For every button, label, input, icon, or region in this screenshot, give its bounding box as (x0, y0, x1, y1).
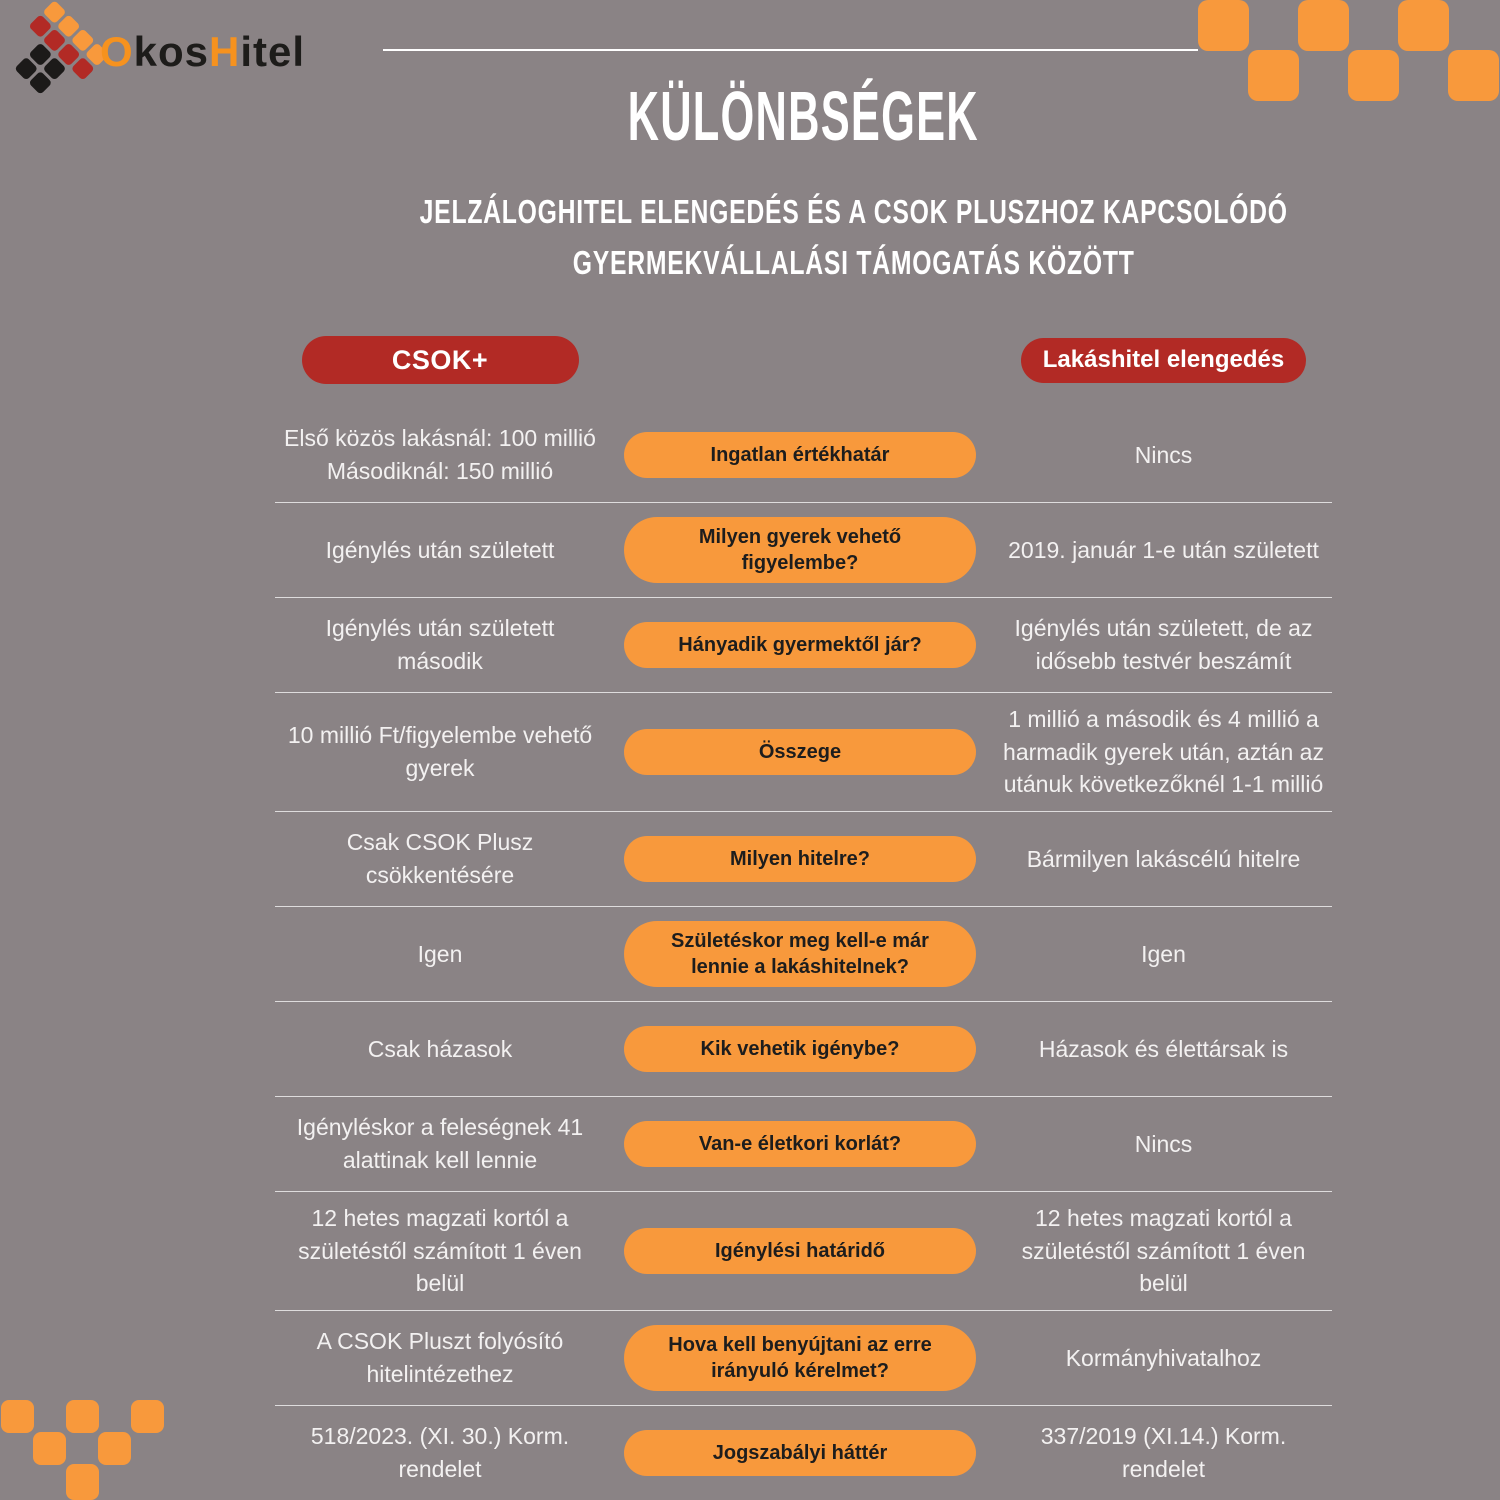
lakashitel-answer: Bármilyen lakáscélú hitelre (1026, 845, 1301, 872)
question-pill: Van-e életkori korlát? (624, 1120, 976, 1167)
csok-answer: Igénylés után született második (325, 615, 555, 674)
table-row: Első közös lakásnál: 100 millió Másodikn… (275, 408, 1332, 503)
lakashitel-answer: Igen (1141, 940, 1186, 967)
question-pill: Összege (624, 728, 976, 775)
csok-answer: Első közös lakásnál: 100 millió Másodikn… (284, 425, 596, 484)
table-row: Csak CSOK Plusz csökkentésére Milyen hit… (275, 812, 1332, 907)
subtitle-line-1: JELZÁLOGHITEL ELENGEDÉS ÉS A CSOK PLUSZH… (419, 193, 1288, 230)
lakashitel-answer: Házasok és élettársak is (1038, 1035, 1289, 1062)
csok-answer: Csak CSOK Plusz csökkentésére (346, 829, 534, 888)
csok-answer: Igénylés után született (325, 536, 555, 563)
table-row: Csak házasok Kik vehetik igénybe? Házaso… (275, 1002, 1332, 1097)
okoshitel-logo-mark-icon (0, 0, 109, 109)
question-pill: Jogszabályi háttér (624, 1429, 976, 1476)
csok-answer: Igényléskor a feleségnek 41 alattinak ke… (296, 1114, 584, 1173)
csok-header-pill: CSOK+ (301, 336, 579, 384)
page-subtitle: JELZÁLOGHITEL ELENGEDÉS ÉS A CSOK PLUSZH… (275, 186, 1332, 288)
subtitle-line-2: GYERMEKVÁLLALÁSI TÁMOGATÁS KÖZÖTT (572, 244, 1135, 282)
lakashitel-answer: Igénylés után született, de az idősebb t… (1014, 615, 1313, 674)
csok-answer: 10 millió Ft/figyelembe vehető gyerek (287, 722, 593, 781)
lakashitel-answer: Kormányhivatalhoz (1065, 1344, 1262, 1371)
column-headers: CSOK+ Lakáshitel elengedés (275, 336, 1332, 384)
table-row: 12 hetes magzati kortól a születéstől sz… (275, 1192, 1332, 1311)
table-row: 10 millió Ft/figyelembe vehető gyerek Ös… (275, 693, 1332, 812)
page-title: KÜLÖNBSÉGEK (627, 77, 980, 155)
lakashitel-answer: Nincs (1134, 441, 1193, 468)
csok-answer: 518/2023. (XI. 30.) Korm. rendelet (310, 1423, 570, 1482)
question-pill: Hova kell benyújtani az erre irányuló ké… (624, 1324, 976, 1391)
question-pill: Ingatlan értékhatár (624, 432, 976, 478)
csok-answer: 12 hetes magzati kortól a születéstől sz… (298, 1204, 582, 1297)
table-row: Igényléskor a feleségnek 41 alattinak ke… (275, 1097, 1332, 1192)
question-pill: Hányadik gyermektől jár? (624, 622, 976, 668)
table-row: Igénylés után született második Hányadik… (275, 598, 1332, 693)
question-pill: Kik vehetik igénybe? (624, 1025, 976, 1072)
csok-answer: Igen (417, 940, 463, 967)
lakashitel-answer: 1 millió a második és 4 millió a harmadi… (1003, 706, 1324, 798)
csok-answer: Csak házasok (367, 1035, 513, 1062)
csok-answer: A CSOK Pluszt folyósító hitelintézethez (316, 1328, 564, 1387)
table-row: Igénylés után született Milyen gyerek ve… (275, 503, 1332, 598)
lakashitel-answer: 2019. január 1-e után született (1008, 536, 1319, 563)
comparison-table: Első közös lakásnál: 100 millió Másodikn… (275, 408, 1332, 1500)
question-pill: Milyen hitelre? (624, 835, 976, 882)
table-row: A CSOK Pluszt folyósító hitelintézethez … (275, 1311, 1332, 1406)
table-row: 518/2023. (XI. 30.) Korm. rendelet Jogsz… (275, 1406, 1332, 1500)
lakashitel-answer: Nincs (1134, 1130, 1193, 1157)
lakashitel-header-pill: Lakáshitel elengedés (1021, 337, 1306, 383)
lakashitel-answer: 12 hetes magzati kortól a születéstől sz… (1021, 1204, 1306, 1297)
table-row: Igen Születéskor meg kell-e már lennie a… (275, 907, 1332, 1002)
question-pill: Igénylési határidő (624, 1227, 976, 1274)
lakashitel-answer: 337/2019 (XI.14.) Korm. rendelet (1040, 1423, 1287, 1482)
question-pill: Születéskor meg kell-e már lennie a laká… (624, 920, 976, 987)
okoshitel-logo-wordmark: OkosHitel (100, 28, 306, 75)
header-divider-line (383, 49, 1198, 51)
question-pill: Milyen gyerek vehető figyelembe? (624, 517, 976, 583)
